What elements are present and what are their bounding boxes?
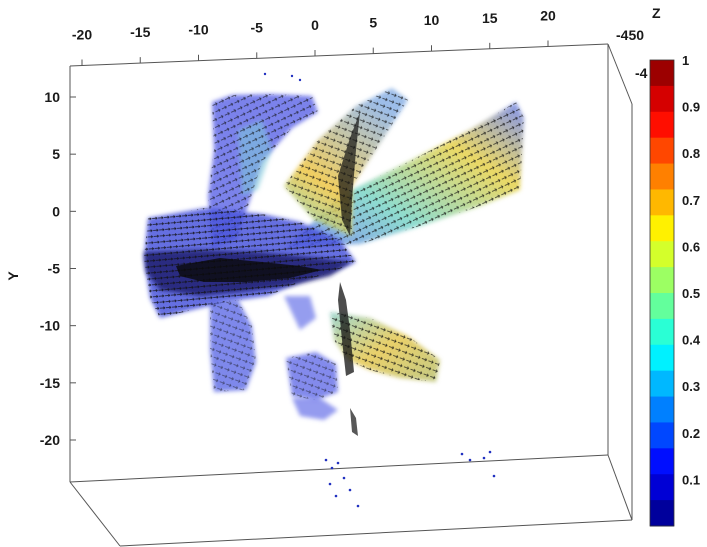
z-axis: -450 -4	[616, 27, 648, 81]
x-tick-label: 5	[369, 15, 377, 31]
z-tick-label: -450	[616, 27, 644, 43]
scatter-dot	[468, 458, 472, 462]
x-axis: -20 -15 -10 -5 0 5 10 15 20	[72, 7, 556, 66]
box-edge-bottom-back	[69, 454, 609, 483]
scatter-dot	[492, 474, 496, 478]
colorbar-band	[650, 60, 674, 87]
y-tick-label: -20	[40, 432, 60, 448]
box-edge-bottom-front	[119, 519, 633, 547]
box-edge-right-top-depth	[607, 43, 633, 105]
scatter-dots	[263, 72, 496, 508]
region-upper-left-arrows	[208, 94, 318, 248]
region-lower-patch-arrows	[210, 300, 338, 400]
scatter-dot	[460, 452, 464, 456]
scatter-dot	[482, 456, 486, 460]
colorbar-band	[650, 448, 674, 475]
vector-field-regions	[144, 72, 524, 508]
y-tick-label: -5	[48, 261, 61, 277]
colorbar-band	[650, 344, 674, 372]
z-tick-label: -4	[635, 65, 648, 81]
region-lower-patch-4	[292, 398, 338, 420]
colorbar: Z 1 0.9 0.8 0.7 0.6 0.5 0.4 0.3 0.2 0.1	[649, 5, 701, 527]
colorbar-band	[650, 500, 674, 527]
scatter-dot	[342, 476, 346, 480]
scatter-dot	[324, 458, 328, 462]
region-central-core-black-streak	[176, 258, 322, 282]
region-lower-blade-arrows	[330, 312, 440, 382]
colorbar-tick-label: 0.7	[682, 193, 700, 208]
colorbar-band	[650, 396, 674, 423]
x-tick-label: 15	[482, 10, 498, 26]
colorbar-label: Z	[652, 5, 661, 21]
box-edge-top-back	[69, 43, 609, 67]
colorbar-band	[650, 241, 674, 268]
scatter-dot	[336, 461, 340, 465]
scatter-dot	[328, 482, 332, 486]
colorbar-band	[650, 137, 674, 165]
colorbar-band	[650, 422, 674, 449]
x-tick-label: -15	[130, 24, 150, 40]
colorbar-tick-label: 1	[682, 53, 689, 68]
scatter-dot	[334, 494, 338, 498]
colorbar-tick-label: 0.9	[682, 100, 700, 115]
colorbar-band	[650, 293, 674, 320]
colorbar-tick-label: 0.1	[682, 472, 700, 487]
colorbar-band	[650, 215, 674, 242]
colorbar-tick-label: 0.6	[682, 239, 700, 254]
scatter-dot	[290, 74, 294, 78]
scatter-dot	[263, 72, 267, 76]
colorbar-tick-label: 0.2	[682, 426, 700, 441]
colorbar-band	[650, 163, 674, 190]
colorbar-band	[650, 111, 674, 139]
scatter-dot	[348, 488, 352, 492]
x-tick-label: 10	[424, 12, 440, 28]
colorbar-tick-label: 0.3	[682, 379, 700, 394]
colorbar-tick-label: 0.8	[682, 146, 700, 161]
box-edge-bottom-depth-right	[607, 454, 633, 521]
y-tick-label: -10	[40, 318, 60, 334]
scatter-dot	[488, 450, 492, 454]
box-edge-bottom-depth-left	[69, 481, 121, 547]
y-axis-label: Y	[5, 271, 21, 281]
region-lower-blade-dark-ridge	[338, 282, 354, 376]
colorbar-band	[650, 267, 674, 294]
x-tick-label: -10	[188, 22, 208, 38]
scatter-dot	[330, 466, 334, 470]
box-frame	[69, 43, 633, 547]
colorbar-band	[650, 318, 674, 346]
scatter-dot	[356, 504, 360, 508]
x-tick-label: 20	[540, 7, 556, 23]
colorbar-tick-label: 0.5	[682, 286, 700, 301]
y-tick-label: 0	[52, 203, 60, 219]
region-lower-tail	[350, 408, 358, 436]
colorbar-band	[650, 189, 674, 216]
colorbar-band	[650, 85, 674, 113]
colorbar-band	[650, 474, 674, 501]
colorbar-tick-label: 0.4	[682, 333, 701, 348]
colorbar-band	[650, 370, 674, 398]
region-left-blade-dark-ridge	[338, 112, 360, 236]
x-tick-label: -20	[72, 27, 92, 43]
y-tick-label: -15	[40, 375, 60, 391]
y-axis: 10 5 0 -5 -10 -15 -20	[40, 89, 76, 448]
region-lower-patch-2	[284, 296, 316, 330]
y-tick-label: 10	[44, 89, 60, 105]
scatter-dot	[298, 78, 302, 82]
x-tick-label: -5	[251, 19, 264, 35]
x-tick-label: 0	[311, 17, 319, 33]
colorbar-border	[649, 59, 675, 527]
y-tick-label: 5	[52, 146, 60, 162]
